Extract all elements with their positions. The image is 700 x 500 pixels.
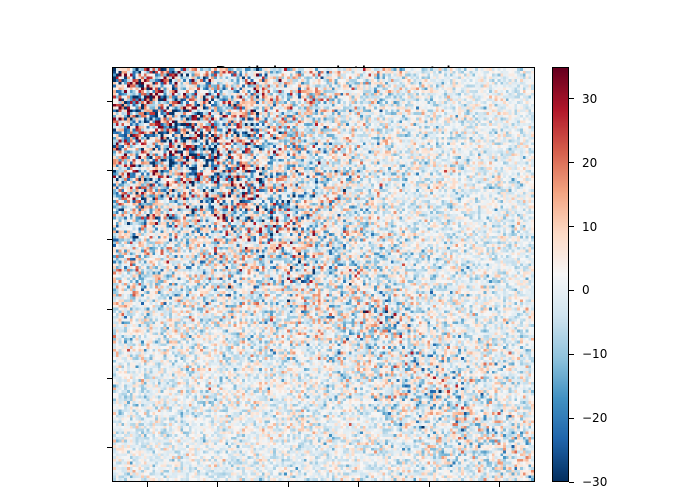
x-tick [147,482,148,487]
colorbar-tick-label: 0 [582,283,590,297]
colorbar-tick-label: −10 [582,347,607,361]
colorbar-tick [569,290,574,291]
colorbar-tick-label: −30 [582,475,607,489]
colorbar-tick [569,226,574,227]
heatmap-axes [112,67,535,482]
y-tick [107,447,112,448]
y-tick [107,101,112,102]
figure: Partial correlation matrices for d=300 −… [0,0,700,500]
y-tick [107,378,112,379]
colorbar-tick [569,98,574,99]
colorbar-tick-label: 10 [582,220,597,234]
y-tick [107,309,112,310]
colorbar-tick [569,418,574,419]
heatmap-canvas [113,68,534,481]
x-tick [288,482,289,487]
colorbar-tick-label: 20 [582,156,597,170]
x-tick [358,482,359,487]
y-tick [107,170,112,171]
x-tick [429,482,430,487]
y-tick [107,239,112,240]
x-tick [217,482,218,487]
colorbar [552,67,569,482]
colorbar-tick-label: 30 [582,92,597,106]
x-tick [499,482,500,487]
colorbar-tick [569,162,574,163]
colorbar-tick [569,354,574,355]
colorbar-tick-label: −20 [582,411,607,425]
colorbar-gradient [553,68,568,481]
colorbar-tick [569,482,574,483]
